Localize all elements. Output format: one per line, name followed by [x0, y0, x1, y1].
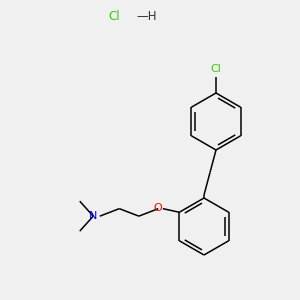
Text: N: N — [89, 211, 98, 221]
Text: O: O — [153, 203, 162, 213]
Text: Cl: Cl — [211, 64, 221, 74]
Text: —H: —H — [136, 10, 157, 23]
Text: Cl: Cl — [108, 10, 120, 23]
